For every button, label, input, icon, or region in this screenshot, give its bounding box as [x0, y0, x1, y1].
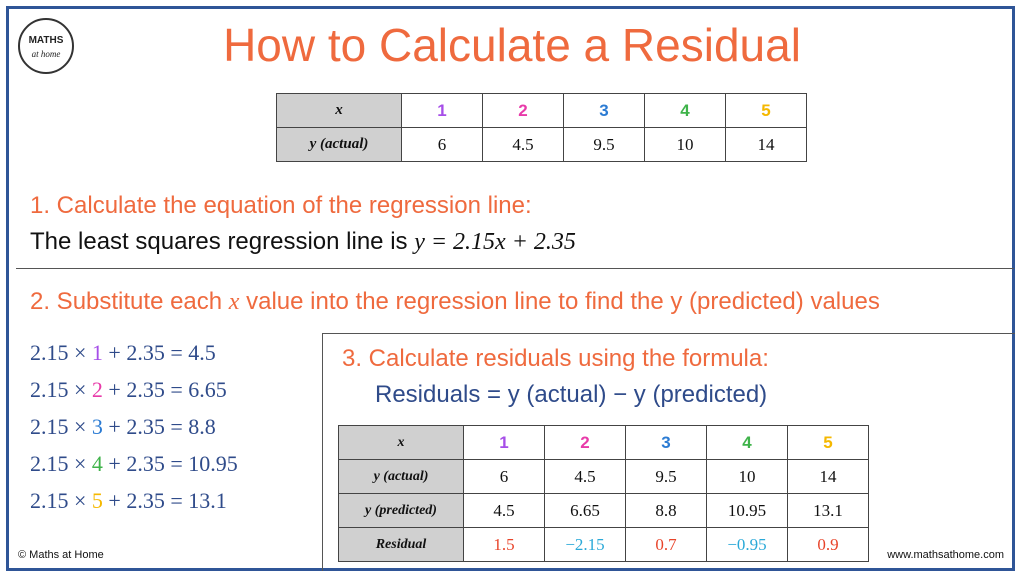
table-cell: 1	[463, 425, 545, 460]
equation-x-value: 5	[91, 488, 103, 513]
table-row: Residual 1.5 −2.15 0.7 −0.95 0.9	[338, 527, 869, 562]
equation-part: 2.15 ×	[30, 414, 92, 439]
residual-cell: −2.15	[544, 527, 626, 562]
equation-part: + 2.35 = 10.95	[102, 451, 238, 476]
regression-equation: y = 2.15x + 2.35	[414, 229, 576, 255]
equation-part: 2.15 ×	[30, 488, 92, 513]
table-cell: 2	[544, 425, 626, 460]
residual-cell: 0.9	[787, 527, 869, 562]
regression-line-text: The least squares regression line is	[30, 228, 415, 255]
table-cell: 1	[401, 93, 483, 128]
substitution-equation: 2.15 × 3 + 2.35 = 8.8	[30, 414, 216, 440]
step-1-heading: 1. Calculate the equation of the regress…	[30, 192, 532, 219]
residual-cell: 0.7	[625, 527, 707, 562]
website-footer: www.mathsathome.com	[887, 549, 1004, 561]
step-2-heading-post: value into the regression line to find t…	[239, 288, 880, 315]
substitution-equation: 2.15 × 2 + 2.35 = 6.65	[30, 377, 227, 403]
substitution-equation: 2.15 × 4 + 2.35 = 10.95	[30, 451, 238, 477]
equation-part: 2.15 ×	[30, 377, 92, 402]
equation-part: + 2.35 = 4.5	[102, 340, 216, 365]
logo-line-2: at home	[31, 49, 61, 59]
equation-part: + 2.35 = 6.65	[102, 377, 227, 402]
table-header-residual: Residual	[338, 527, 464, 562]
table-cell: 3	[625, 425, 707, 460]
substitution-equation: 2.15 × 1 + 2.35 = 4.5	[30, 340, 216, 366]
table-cell: 3	[563, 93, 645, 128]
step-2-heading-var: x	[228, 289, 240, 315]
table-cell: 6.65	[544, 493, 626, 528]
table-cell: 10	[644, 127, 726, 162]
residual-formula: Residuals = y (actual) − y (predicted)	[375, 381, 768, 408]
table-row: y (predicted) 4.5 6.65 8.8 10.95 13.1	[338, 493, 869, 528]
equation-x-value: 4	[91, 451, 103, 476]
equation-part: + 2.35 = 8.8	[102, 414, 216, 439]
table-header-y-actual: y (actual)	[276, 127, 402, 162]
page-title: How to Calculate a Residual	[223, 19, 801, 71]
table-cell: 10.95	[706, 493, 788, 528]
table-cell: 9.5	[563, 127, 645, 162]
step-3-panel	[322, 333, 1015, 571]
table-header-x: x	[338, 425, 464, 460]
step-1-text: The least squares regression line is y =…	[30, 228, 576, 256]
table-header-y-actual: y (actual)	[338, 459, 464, 494]
table-row: y (actual) 6 4.5 9.5 10 14	[338, 459, 869, 494]
table-cell: 5	[725, 93, 807, 128]
table-cell: 14	[725, 127, 807, 162]
table-cell: 2	[482, 93, 564, 128]
equation-x-value: 2	[91, 377, 103, 402]
logo-line-1: MATHS	[28, 35, 64, 46]
residual-cell: 1.5	[463, 527, 545, 562]
table-cell: 9.5	[625, 459, 707, 494]
step-2-heading: 2. Substitute each x value into the regr…	[30, 288, 880, 316]
table-cell: 10	[706, 459, 788, 494]
data-table: x 1 2 3 4 5 y (actual) 6 4.5 9.5 10 14	[276, 93, 807, 162]
table-cell: 13.1	[787, 493, 869, 528]
table-cell: 4	[644, 93, 726, 128]
copyright-footer: © Maths at Home	[18, 549, 104, 561]
step-2-heading-pre: 2. Substitute each	[30, 288, 229, 315]
table-cell: 14	[787, 459, 869, 494]
residual-cell: −0.95	[706, 527, 788, 562]
table-row: x 1 2 3 4 5	[338, 425, 869, 460]
table-cell: 4.5	[463, 493, 545, 528]
equation-part: + 2.35 = 13.1	[102, 488, 227, 513]
section-divider	[16, 268, 1014, 269]
equation-x-value: 1	[91, 340, 103, 365]
equation-part: 2.15 ×	[30, 340, 92, 365]
table-header-x: x	[276, 93, 402, 128]
substitution-equation: 2.15 × 5 + 2.35 = 13.1	[30, 488, 227, 514]
equation-part: 2.15 ×	[30, 451, 92, 476]
residual-table: x 1 2 3 4 5 y (actual) 6 4.5 9.5 10 14 y…	[338, 425, 869, 562]
table-header-y-predicted: y (predicted)	[338, 493, 464, 528]
equation-x-value: 3	[91, 414, 103, 439]
table-row: x 1 2 3 4 5	[276, 93, 807, 128]
table-cell: 4.5	[482, 127, 564, 162]
table-row: y (actual) 6 4.5 9.5 10 14	[276, 127, 807, 162]
table-cell: 4.5	[544, 459, 626, 494]
table-cell: 5	[787, 425, 869, 460]
table-cell: 4	[706, 425, 788, 460]
maths-at-home-logo: MATHS at home	[18, 18, 74, 74]
table-cell: 6	[401, 127, 483, 162]
table-cell: 8.8	[625, 493, 707, 528]
table-cell: 6	[463, 459, 545, 494]
step-3-heading: 3. Calculate residuals using the formula…	[342, 345, 769, 372]
